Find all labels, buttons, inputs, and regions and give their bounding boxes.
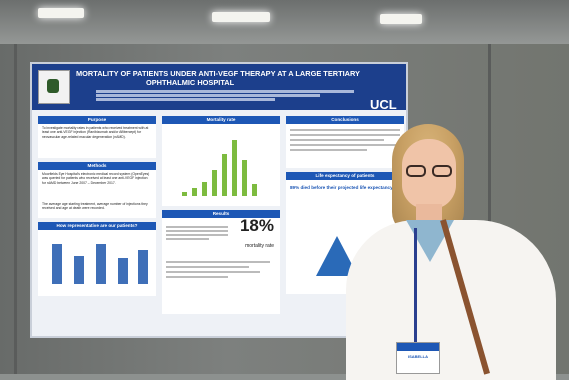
- poster-authors: [96, 89, 376, 102]
- methods-heading: Methods: [38, 162, 156, 170]
- representative-figure: [38, 230, 156, 296]
- poster-title: MORTALITY OF PATIENTS UNDER ANTI-VEGF TH…: [76, 69, 360, 87]
- ceiling: [0, 0, 569, 50]
- presenter-person: ISABELLA: [336, 124, 569, 380]
- figure-bar: [52, 244, 62, 284]
- mortality-histogram: [162, 124, 280, 206]
- ucl-logo: UCL: [370, 97, 397, 112]
- figure-bar: [118, 258, 128, 284]
- figure-bar: [74, 256, 84, 284]
- figure-bar: [138, 250, 148, 284]
- methods-text: Moorfields Eye Hospital's electronic med…: [38, 170, 156, 200]
- life-expectancy-heading: Life expectancy of patients: [286, 172, 404, 180]
- panel-divider: [488, 44, 491, 374]
- representative-heading: How representative are our patients?: [38, 222, 156, 230]
- purpose-heading: Purpose: [38, 116, 156, 124]
- poster-header: MORTALITY OF PATIENTS UNDER ANTI-VEGF TH…: [32, 64, 406, 112]
- life-expectancy-highlight: 89% died before their projected life exp…: [290, 185, 393, 190]
- hospital-crest: [38, 70, 70, 104]
- conclusions-heading: Conclusions: [286, 116, 404, 124]
- results-body: 18% mortality rate: [162, 216, 280, 314]
- ceiling-light: [38, 8, 84, 18]
- histogram-plot: [176, 136, 268, 196]
- histogram-bar: [202, 182, 207, 196]
- lanyard: [414, 228, 417, 348]
- histogram-bar: [192, 188, 197, 196]
- conclusions-body: [286, 124, 404, 168]
- ceiling-light: [212, 12, 270, 22]
- histogram-bar: [212, 170, 217, 196]
- purpose-text: To investigate mortality rates in patien…: [38, 124, 156, 158]
- mortality-rate-value: 18%: [239, 216, 274, 235]
- histogram-bar: [252, 184, 257, 196]
- figure-bar: [96, 244, 106, 284]
- poster-middle-column: Mortality rate Results 18% mortality rat…: [162, 116, 280, 314]
- ceiling-light: [380, 14, 422, 24]
- histogram-bar: [232, 140, 237, 196]
- name-badge: ISABELLA: [396, 342, 440, 374]
- glasses: [404, 165, 456, 177]
- panel-divider: [14, 44, 17, 374]
- poster-left-column: Purpose To investigate mortality rates i…: [38, 116, 156, 296]
- mortality-heading: Mortality rate: [162, 116, 280, 124]
- methods-text-2: The average age starting treatment, aver…: [38, 200, 156, 218]
- mortality-rate-label: mortality rate: [245, 243, 274, 249]
- histogram-bar: [242, 160, 247, 196]
- results-heading: Results: [162, 210, 280, 218]
- badge-name: ISABELLA: [408, 354, 428, 359]
- histogram-bar: [222, 154, 227, 196]
- histogram-bar: [182, 192, 187, 196]
